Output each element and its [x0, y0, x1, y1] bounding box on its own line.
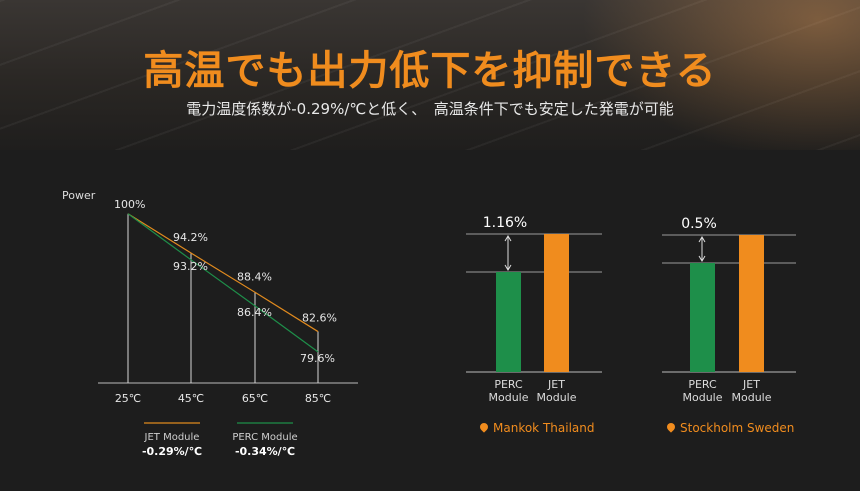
arrow-head-up: [698, 236, 706, 243]
legend-name: JET Module: [144, 432, 200, 443]
location-stockholm: Stockholm Sweden: [665, 421, 795, 435]
category-label: JET: [742, 378, 760, 391]
category-label: Module: [537, 391, 577, 404]
sunset-glow: [580, 0, 860, 150]
category-label: PERC: [688, 378, 717, 391]
x-tick-label: 65℃: [242, 392, 268, 405]
hero-banner: [0, 0, 860, 150]
data-label-perc: 79.6%: [300, 352, 335, 365]
arrow-head-down: [504, 264, 512, 271]
solar-panel-background: [0, 0, 860, 150]
legend-name: PERC Module: [232, 432, 297, 443]
legend-coef: -0.29%/℃: [142, 445, 202, 458]
bar-perc: [690, 263, 715, 372]
category-label: Module: [489, 391, 529, 404]
bar-jet: [739, 235, 764, 372]
data-label-jet: 94.2%: [173, 231, 208, 244]
data-label-perc: 93.2%: [173, 260, 208, 273]
x-tick-label: 25℃: [115, 392, 141, 405]
series-line-jet-module: [127, 213, 319, 333]
x-tick-label: 45℃: [178, 392, 204, 405]
difference-label: 1.16%: [483, 215, 527, 231]
series-line-perc-module: [127, 213, 319, 353]
location-label: Stockholm Sweden: [680, 421, 795, 435]
location-label: Mankok Thailand: [493, 421, 595, 435]
y-axis-label: Power: [62, 189, 96, 202]
location-pin-icon: [665, 421, 677, 433]
x-tick-label: 85℃: [305, 392, 331, 405]
category-label: PERC: [494, 378, 523, 391]
data-label-perc: 86.4%: [237, 306, 272, 319]
legend-coef: -0.34%/℃: [235, 445, 295, 458]
arrow-head-down: [698, 255, 706, 262]
bar-jet: [544, 234, 569, 372]
data-label-jet: 82.6%: [302, 312, 337, 325]
data-label-jet: 100%: [114, 198, 145, 211]
arrow-head-up: [504, 235, 512, 242]
difference-label: 0.5%: [681, 216, 717, 232]
data-label-jet: 88.4%: [237, 270, 272, 283]
page-subtitle: 電力温度係数が-0.29%/℃と低く、 高温条件下でも安定した発電が可能: [186, 100, 674, 118]
page-title: 高温でも出力低下を抑制できる: [143, 48, 717, 94]
location-pin-icon: [478, 421, 490, 433]
category-label: Module: [683, 391, 723, 404]
category-label: JET: [547, 378, 565, 391]
category-label: Module: [732, 391, 772, 404]
location-mankok: Mankok Thailand: [478, 421, 595, 435]
bar-perc: [496, 272, 521, 372]
